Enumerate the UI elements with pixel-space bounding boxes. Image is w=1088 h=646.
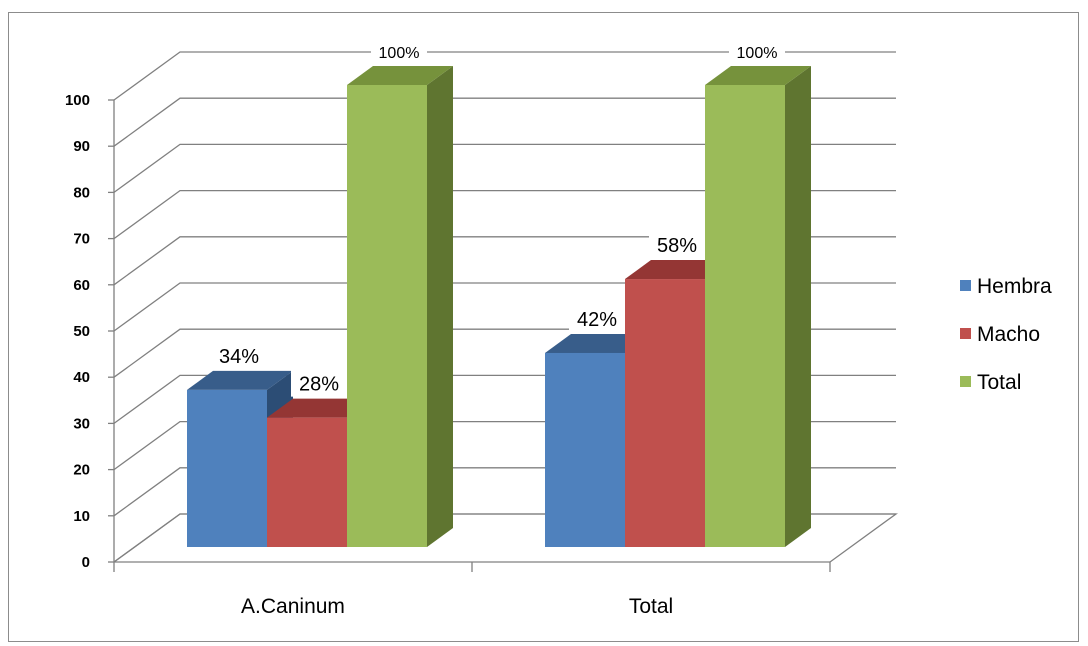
- legend-item-macho: Macho: [960, 323, 1040, 346]
- chart-frame: [8, 12, 1079, 642]
- bar-top: [347, 66, 453, 85]
- y-tick-label: 60: [73, 277, 90, 294]
- legend-label: Hembra: [977, 275, 1052, 298]
- legend-swatch: [960, 280, 971, 291]
- y-tick-label: 100: [65, 92, 90, 109]
- data-label: 42%: [569, 303, 625, 332]
- y-tick-label: 10: [73, 508, 90, 525]
- bar-front: [625, 279, 705, 547]
- y-tick-label: 90: [73, 138, 90, 155]
- y-tick-label: 40: [73, 369, 90, 386]
- y-tick-label: 30: [73, 415, 90, 432]
- data-label-bg: [291, 368, 347, 397]
- axes: 0 10 20 30 40 50 60 70 80 90 100 A.Caninum Total: [65, 92, 831, 618]
- data-label-bg: [371, 40, 427, 64]
- y-tick-label: 0: [82, 554, 90, 571]
- bar-top: [625, 260, 731, 280]
- bar-front: [545, 352, 625, 547]
- gridline: [113, 51, 896, 101]
- data-label-bg: [729, 40, 785, 64]
- bar-front: [187, 389, 267, 547]
- bar-front: [705, 85, 785, 547]
- data-label-text: 42%: [577, 309, 617, 331]
- bar-top: [267, 398, 373, 418]
- y-tick-label: 80: [73, 184, 90, 201]
- legend-label: Total: [977, 371, 1021, 394]
- bars: [187, 66, 811, 547]
- data-label-text: 34%: [219, 346, 259, 368]
- legend-item-hembra: Hembra: [960, 275, 1052, 298]
- bar-top: [705, 66, 811, 85]
- data-label-text: 58%: [657, 235, 697, 257]
- gridline: [113, 189, 896, 240]
- y-tick-label: 50: [73, 323, 90, 340]
- bar-total-a-caninum: [347, 66, 453, 547]
- bar-side: [785, 66, 811, 547]
- data-label-bg: [649, 230, 705, 259]
- data-label: 100%: [371, 40, 427, 64]
- bar-front: [347, 85, 427, 547]
- legend-swatch: [960, 376, 971, 387]
- data-label-bg: [211, 340, 267, 369]
- gridline: [113, 97, 896, 147]
- gridline: [113, 143, 896, 193]
- x-category-label: Total: [629, 595, 673, 618]
- y-tick-label: 20: [73, 462, 90, 479]
- data-label: 100%: [729, 40, 785, 64]
- legend-item-total: Total: [960, 371, 1021, 394]
- legend-swatch: [960, 328, 971, 339]
- bar-top: [545, 333, 651, 353]
- x-category-label: A.Caninum: [241, 595, 345, 618]
- data-label-bg: [569, 303, 625, 332]
- data-label-text: 28%: [299, 374, 339, 396]
- data-label-text: 100%: [737, 45, 778, 62]
- legend-label: Macho: [977, 323, 1040, 346]
- data-label: 34%: [211, 340, 267, 369]
- data-label: 58%: [649, 230, 705, 259]
- bar-side: [427, 66, 453, 547]
- data-label: 28%: [291, 368, 347, 397]
- bar-top: [187, 370, 293, 390]
- legend: Hembra Macho Total: [960, 275, 1052, 394]
- bar-front: [267, 417, 347, 547]
- data-labels: 34% 28% 100% 42% 58% 100%: [211, 40, 785, 397]
- data-label-text: 100%: [379, 45, 420, 62]
- bar-total-total: [705, 66, 811, 547]
- y-tick-label: 70: [73, 231, 90, 248]
